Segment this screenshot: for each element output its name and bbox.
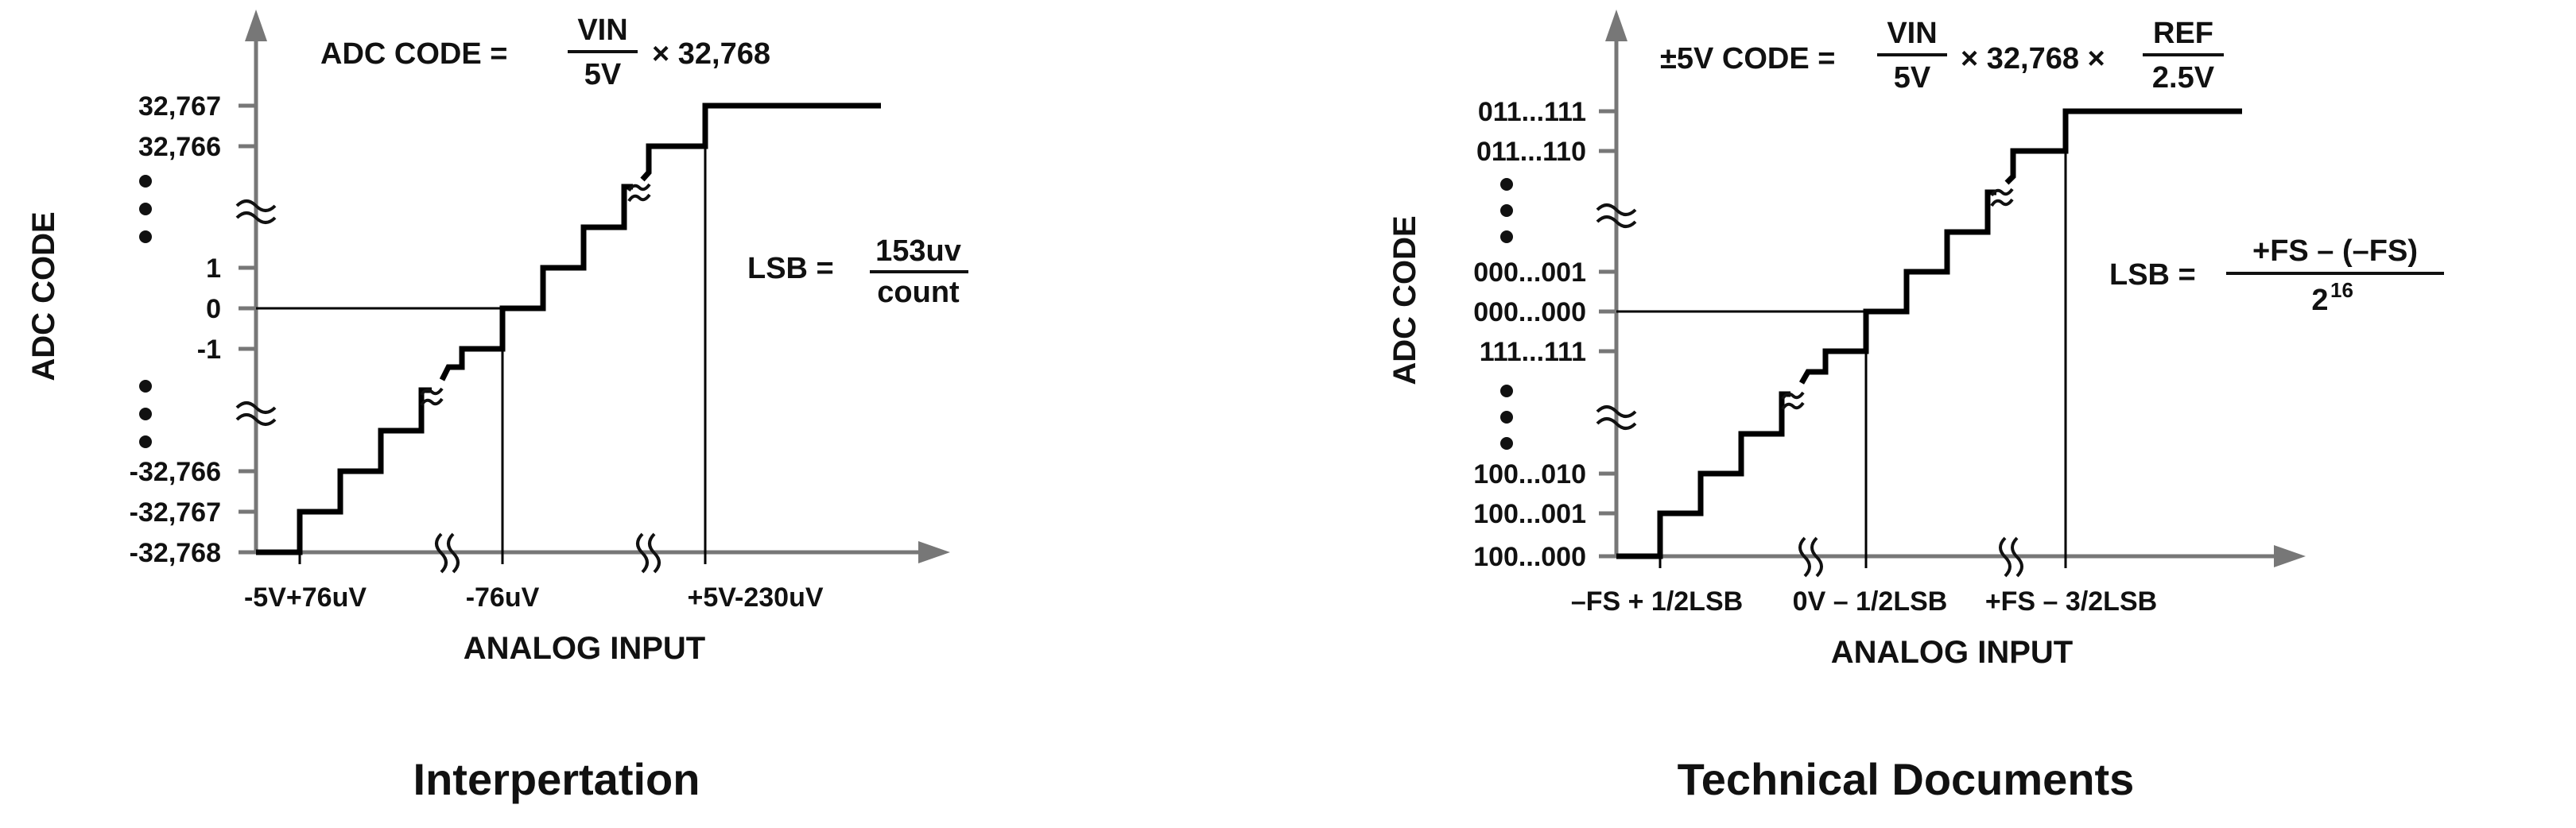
right-diagram: 011...111 011...110 000...001 000...000 … [1387,10,2444,804]
left-lsb-lhs: LSB = [747,252,834,285]
right-lsb-formula: LSB = +FS – (–FS) 2 16 [2109,234,2444,317]
right-formula-denominator-2: 2.5V [2152,61,2215,95]
left-y-tick-label: -1 [197,335,221,365]
left-y-tick-label: 0 [206,294,221,324]
left-y-tick-label: 32,767 [138,91,221,122]
left-y-tick-label: 32,766 [138,132,221,162]
right-formula-numerator-2: REF [2153,17,2213,50]
left-y-axis-break [235,199,277,426]
right-lsb-lhs: LSB = [2109,258,2196,292]
left-x-axis-break [435,532,661,574]
left-y-tick-label: -32,766 [130,457,221,487]
left-staircase-break [420,387,444,397]
left-y-axis-arrow [245,10,267,41]
right-lsb-denominator-base: 2 [2311,284,2328,317]
left-y-tickmarks [239,103,256,555]
left-lsb-formula: LSB = 153uv count [747,234,968,309]
left-diagram: 32,767 32,766 1 0 -1 -32,766 -32,767 -32… [26,10,968,804]
right-x-axis-break [1798,536,2023,578]
right-staircase [1616,108,2242,559]
left-formula-denominator: 5V [584,58,622,91]
left-y-tick-label: -32,768 [130,538,221,568]
right-x-axis-arrow [2274,545,2306,567]
right-x-tick-label: –FS + 1/2LSB [1571,586,1743,617]
left-lsb-denominator: count [877,276,960,309]
right-y-tick-label: 100...001 [1473,499,1586,529]
left-caption: Interpertation [413,754,700,804]
right-x-tick-label: +FS – 3/2LSB [1985,586,2157,617]
left-x-axis-label: ANALOG INPUT [464,631,705,666]
right-x-tick-label: 0V – 1/2LSB [1793,586,1948,617]
right-ellipsis-dots [1500,178,1513,450]
right-y-tick-label: 011...111 [1478,97,1586,127]
right-lsb-numerator: +FS – (–FS) [2252,234,2418,268]
left-formula: ADC CODE = VIN 5V × 32,768 [320,14,770,91]
right-y-tick-label: 100...000 [1473,542,1586,572]
right-formula-mid: × 32,768 × [1961,42,2105,75]
right-formula-lhs: ±5V CODE = [1660,42,1835,75]
left-formula-numerator: VIN [577,14,627,47]
left-lsb-numerator: 153uv [875,234,961,268]
left-formula-tail: × 32,768 [652,37,770,71]
right-y-tick-label: 100...010 [1473,459,1586,489]
right-formula-numerator-1: VIN [1887,17,1937,50]
right-y-tick-label: 111...111 [1480,337,1586,367]
right-caption: Technical Documents [1678,754,2135,804]
right-formula-denominator-1: 5V [1894,61,1931,95]
left-y-tick-label: -32,767 [130,497,221,528]
right-y-tickmarks [1599,109,1616,559]
right-formula: ±5V CODE = VIN 5V × 32,768 × REF 2.5V [1660,17,2224,95]
right-y-tick-label: 011...110 [1476,137,1586,167]
left-x-axis-arrow [918,541,950,563]
right-y-tick-label: 000...001 [1473,257,1586,288]
right-y-axis-label: ADC CODE [1387,215,1422,385]
left-ellipsis-dots [139,175,152,448]
left-formula-lhs: ADC CODE = [320,37,507,71]
left-x-tick-label: -76uV [466,582,540,613]
right-y-axis-break [1596,203,1637,430]
right-y-tick-label: 000...000 [1473,297,1586,327]
left-x-tick-label: +5V-230uV [687,582,823,613]
left-y-tick-label: 1 [206,253,221,284]
right-y-axis-arrow [1605,10,1627,41]
right-lsb-denominator-exponent: 16 [2330,278,2353,302]
left-staircase [256,103,881,555]
left-x-tick-label: -5V+76uV [244,582,367,613]
left-y-axis-label: ADC CODE [26,211,61,381]
right-x-axis-label: ANALOG INPUT [1831,635,2073,670]
